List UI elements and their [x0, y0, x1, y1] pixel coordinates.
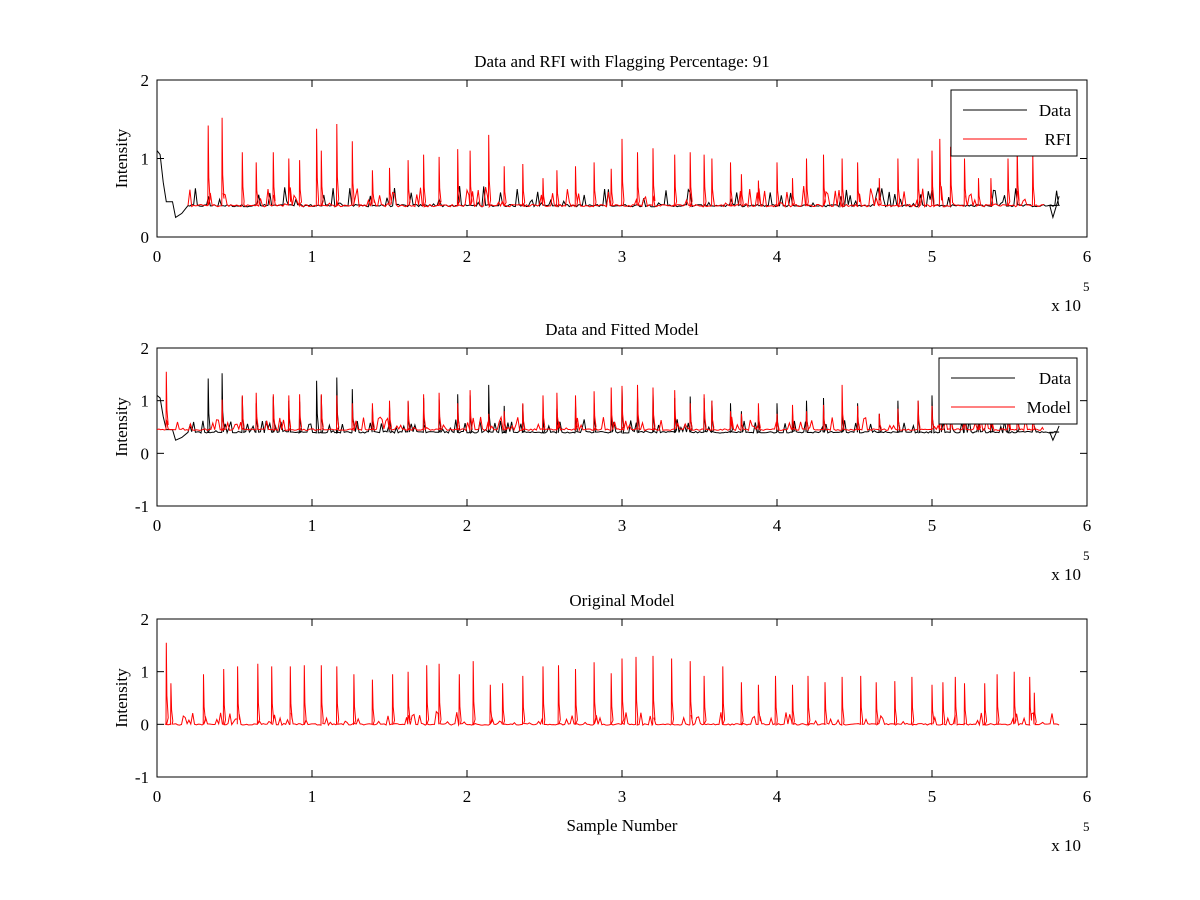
y-tick-label: 1: [141, 150, 150, 169]
x-tick-label: 1: [308, 516, 317, 535]
chart-title: Original Model: [569, 591, 675, 610]
y-axis-label: Intensity: [112, 128, 131, 188]
x-tick-label: 5: [928, 247, 937, 266]
y-tick-label: 2: [141, 339, 150, 358]
x-tick-label: 3: [618, 247, 627, 266]
x-tick-label: 4: [773, 247, 782, 266]
y-tick-label: -1: [135, 497, 149, 516]
y-tick-label: 1: [141, 663, 150, 682]
y-tick-label: 1: [141, 392, 150, 411]
series-line-rfi: [187, 117, 1045, 209]
x-tick-label: 2: [463, 516, 472, 535]
chart-title: Data and Fitted Model: [545, 320, 699, 339]
x-tick-label: 6: [1083, 787, 1092, 806]
chart-title: Data and RFI with Flagging Percentage: 9…: [474, 52, 770, 71]
x-tick-label: 3: [618, 787, 627, 806]
x-multiplier-base: x 10: [1051, 836, 1081, 855]
legend-label-rfi: RFI: [1045, 130, 1072, 149]
x-tick-label: 2: [463, 247, 472, 266]
x-axis-label: Sample Number: [567, 816, 678, 835]
series-line-model: [164, 642, 1060, 727]
x-tick-label: 0: [153, 247, 162, 266]
legend-label-data: Data: [1039, 101, 1072, 120]
x-tick-label: 1: [308, 787, 317, 806]
legend-label-data: Data: [1039, 369, 1072, 388]
series-line-model: [157, 371, 1045, 433]
x-tick-label: 0: [153, 516, 162, 535]
x-multiplier-exponent: 5: [1083, 819, 1090, 834]
x-tick-label: 5: [928, 516, 937, 535]
y-tick-label: 2: [141, 610, 150, 629]
x-tick-label: 0: [153, 787, 162, 806]
y-tick-label: 0: [141, 228, 150, 247]
legend: Data RFI: [950, 89, 1078, 157]
x-multiplier-base: x 10: [1051, 565, 1081, 584]
legend-label-model: Model: [1027, 398, 1072, 417]
x-tick-label: 4: [773, 516, 782, 535]
y-tick-label: -1: [135, 768, 149, 787]
x-tick-label: 2: [463, 787, 472, 806]
y-tick-label: 2: [141, 71, 150, 90]
legend-box: [950, 89, 1078, 157]
y-axis-label: Intensity: [112, 397, 131, 457]
x-tick-label: 4: [773, 787, 782, 806]
x-tick-label: 1: [308, 247, 317, 266]
x-tick-label: 6: [1083, 516, 1092, 535]
legend: Data Model: [938, 357, 1078, 425]
y-tick-label: 0: [141, 715, 150, 734]
x-tick-label: 3: [618, 516, 627, 535]
x-tick-label: 5: [928, 787, 937, 806]
y-axis-label: Intensity: [112, 668, 131, 728]
x-tick-label: 6: [1083, 247, 1092, 266]
x-multiplier-base: x 10: [1051, 296, 1081, 315]
x-multiplier-exponent: 5: [1083, 279, 1090, 294]
x-multiplier-exponent: 5: [1083, 548, 1090, 563]
y-tick-label: 0: [141, 444, 150, 463]
legend-box: [938, 357, 1078, 425]
